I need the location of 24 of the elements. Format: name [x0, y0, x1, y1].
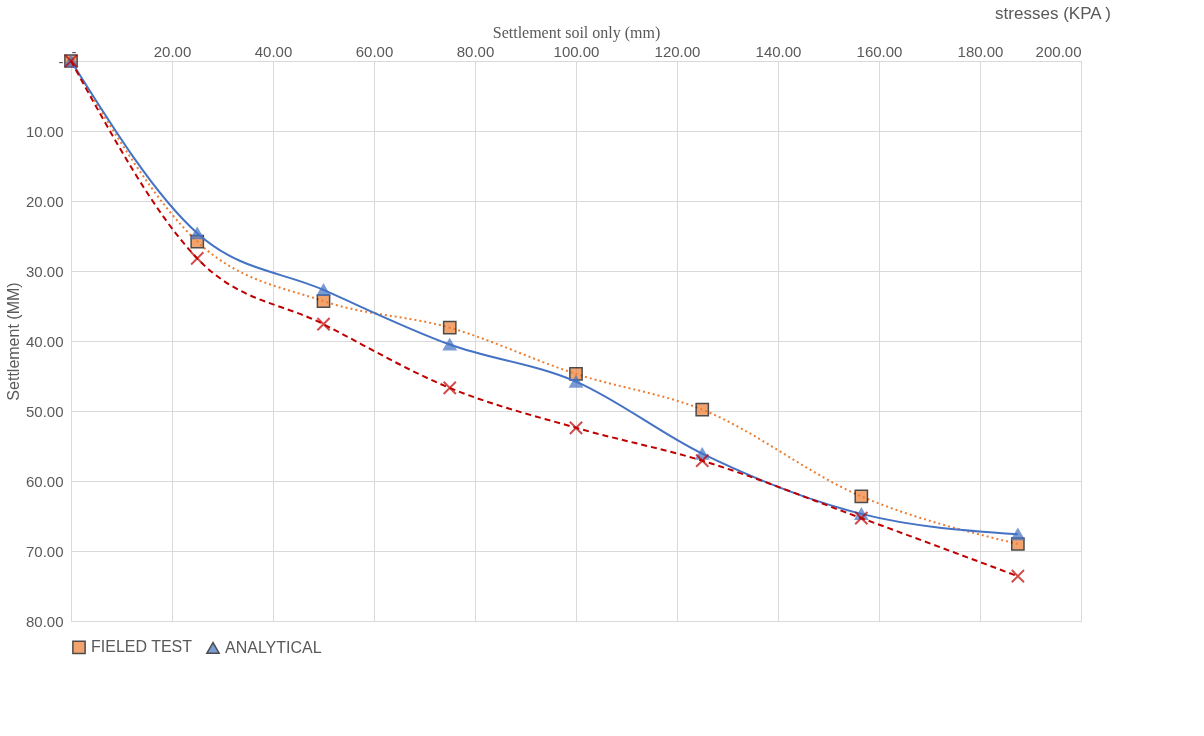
x-tick-label: - — [71, 42, 77, 60]
y-tick-label: 70.00 — [25, 542, 64, 560]
legend-label: FIELED TEST — [91, 638, 193, 656]
legend-label: ANALYTICAL — [225, 638, 322, 656]
y-tick-label: 40.00 — [25, 332, 64, 350]
x-tick-label: 60.00 — [355, 42, 394, 60]
x-axis-title: Settlement soil only (mm) — [492, 23, 661, 42]
x-tick-label: 80.00 — [456, 42, 495, 60]
y-tick-label: 30.00 — [25, 262, 64, 280]
y-tick-label: 60.00 — [25, 472, 64, 490]
x-tick-label: 100.00 — [553, 42, 600, 60]
y-tick-label: 50.00 — [25, 402, 64, 420]
x-tick-label: 140.00 — [755, 42, 802, 60]
y-axis-title: Settlement (MM) — [4, 282, 22, 401]
x-tick-label: 200.00 — [1035, 42, 1082, 60]
y-tick-label: 10.00 — [25, 122, 64, 140]
x-tick-label: 120.00 — [654, 42, 701, 60]
y-tick-label: 80.00 — [25, 612, 64, 630]
y-tick-label: 20.00 — [25, 192, 64, 210]
x-tick-label: 20.00 — [153, 42, 192, 60]
x-tick-label: 180.00 — [957, 42, 1004, 60]
x-tick-label: 160.00 — [856, 42, 903, 60]
text: stresses (KPA ) — [995, 4, 1111, 23]
x-tick-label: 40.00 — [254, 42, 293, 60]
